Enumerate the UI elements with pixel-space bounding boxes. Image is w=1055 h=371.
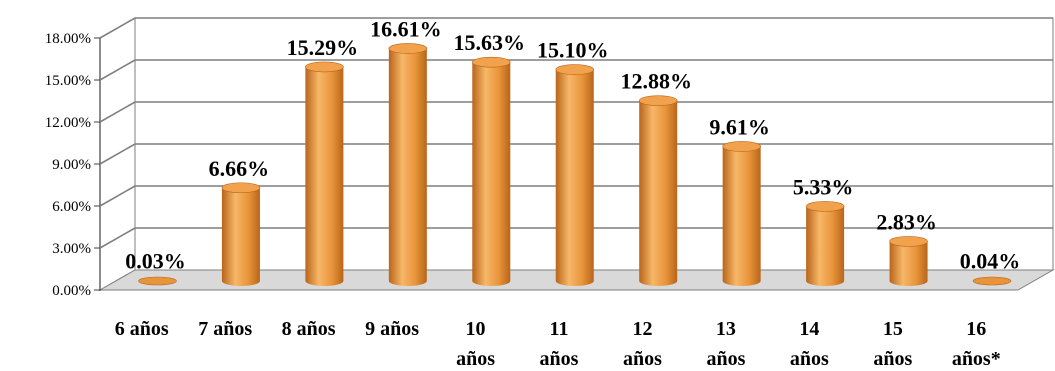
data-label: 0.04%	[960, 248, 1021, 273]
x-tick-label: 9 años	[365, 318, 419, 340]
bars	[138, 43, 1012, 287]
y-tick-label: 0.00%	[52, 283, 91, 299]
bar-body	[889, 241, 928, 286]
data-label: 2.83%	[876, 209, 937, 234]
data-label: 9.61%	[709, 114, 770, 139]
data-labels: 0.03% 6.66% 15.29% 16.61% 15.63% 15.10% 12.88%…	[125, 16, 1020, 273]
bar-cap	[889, 236, 928, 247]
bar-cap	[805, 201, 845, 212]
data-label: 0.03%	[125, 249, 186, 274]
bar-body	[472, 62, 511, 287]
data-label: 15.29%	[287, 35, 359, 60]
x-tick-label: 8 años	[282, 318, 336, 340]
bar	[221, 182, 261, 286]
bar-cap	[388, 43, 428, 54]
bar-body	[305, 66, 344, 286]
x-tick-label: 15 años	[873, 318, 912, 370]
y-axis-ticks: 0.00% 3.00% 6.00% 9.00% 12.00% 15.00% 18.00%	[45, 31, 100, 299]
bar-cap	[555, 64, 595, 75]
gridline	[99, 59, 1053, 81]
bar	[555, 64, 595, 286]
data-label: 6.66%	[209, 156, 270, 181]
x-tick-label: 14 años	[790, 318, 829, 370]
data-label: 15.63%	[454, 30, 526, 55]
y-tick-label: 18.00%	[45, 31, 91, 47]
data-label: 16.61%	[370, 16, 442, 41]
x-tick-label: 13 años	[706, 318, 745, 370]
bar	[138, 276, 177, 286]
bar-body	[806, 206, 845, 286]
y-tick-label: 3.00%	[52, 241, 91, 257]
y-tick-label: 12.00%	[45, 115, 91, 131]
data-label: 12.88%	[620, 69, 692, 94]
gridline	[99, 101, 1053, 123]
data-label: 15.10%	[537, 38, 609, 63]
bar-cap	[972, 276, 1012, 286]
bar-cap	[138, 276, 177, 286]
x-tick-label: 11 años	[540, 318, 579, 370]
bar	[722, 141, 761, 286]
bar	[471, 56, 511, 287]
bar-cap	[722, 141, 761, 152]
x-axis-ticks: 6 años 7 años 8 años 9 años 10 años 11 años 12 añ…	[115, 318, 1001, 370]
bar	[805, 201, 845, 286]
bar-body	[221, 187, 260, 286]
y-tick-label: 6.00%	[52, 199, 91, 215]
bar	[889, 236, 928, 286]
bar	[972, 276, 1012, 286]
x-tick-label: 7 años	[198, 318, 252, 340]
x-tick-label: 10 años	[456, 318, 495, 370]
bar-body	[555, 69, 594, 286]
y-tick-label: 9.00%	[52, 157, 91, 173]
bar	[638, 95, 678, 287]
bar-cap	[305, 61, 344, 73]
bar-cap	[221, 182, 261, 194]
y-tick-label: 15.00%	[45, 73, 91, 89]
data-label: 5.33%	[793, 174, 854, 199]
bar	[305, 61, 344, 286]
bar-body	[388, 48, 427, 287]
gridline	[99, 17, 1053, 39]
bar-body	[722, 146, 761, 286]
bar-body	[639, 100, 678, 287]
bar	[388, 43, 428, 287]
bar-cap	[638, 95, 678, 106]
x-tick-label: 6 años	[115, 318, 169, 340]
bar-cap	[471, 56, 511, 68]
x-tick-label: 12 años	[623, 318, 662, 370]
x-tick-label: 16 años*	[952, 318, 1001, 370]
